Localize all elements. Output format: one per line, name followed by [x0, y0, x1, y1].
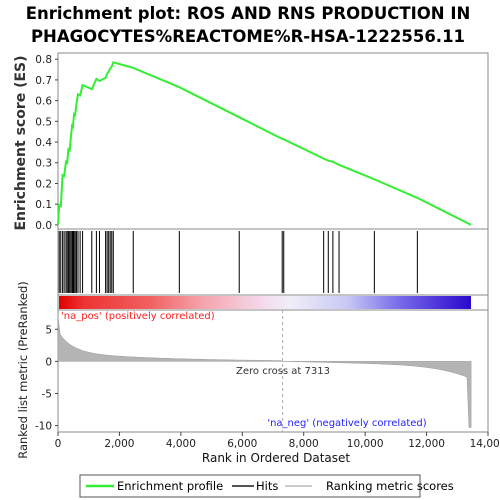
negative-correlation-label: 'na_neg' (negatively correlated) [267, 418, 426, 429]
es-panel [57, 52, 489, 230]
es-tick-label: 0.0 [35, 220, 52, 232]
x-tick-label: 2,000 [104, 438, 134, 450]
x-axis-ticks: 0 2,000 4,000 6,000 8,000 10,000 12,000 14,000 [55, 432, 500, 450]
zero-cross-label: Zero cross at 7313 [236, 366, 330, 377]
es-tick-label: 0.7 [35, 75, 52, 87]
metric-tick-label: -5 [42, 388, 52, 400]
es-tick-label: 0.2 [35, 178, 52, 190]
hits-panel [57, 228, 489, 296]
es-y-axis-label: Enrichment score (ES) [13, 55, 29, 230]
es-tick-label: 0.5 [35, 116, 52, 128]
chart-title-line1: Enrichment plot: ROS AND RNS PRODUCTION … [26, 4, 471, 23]
es-tick-label: 0.6 [35, 96, 52, 108]
x-tick-label: 8,000 [289, 438, 319, 450]
metric-tick-label: -10 [35, 421, 52, 433]
metric-tick-label: 5 [45, 324, 52, 336]
legend-enrichment-label: Enrichment profile [117, 479, 223, 493]
es-tick-label: 0.8 [35, 54, 52, 66]
x-tick-label: 0 [55, 438, 62, 450]
rank-color-bar [59, 296, 471, 309]
enrichment-profile-line [57, 61, 472, 226]
ranking-metric-area [57, 316, 472, 428]
x-tick-label: 14,000 [470, 438, 500, 450]
x-tick-label: 10,000 [347, 438, 384, 450]
chart-title-line2: PHAGOCYTES%REACTOME%R-HSA-1222556.11 [31, 27, 465, 46]
metric-y-ticks: 5 0 -5 -10 [35, 324, 58, 433]
es-y-ticks: 0.0 0.1 0.2 0.3 0.4 0.5 0.6 0.7 0.8 [35, 54, 58, 232]
x-tick-label: 12,000 [408, 438, 445, 450]
positive-correlation-label: 'na_pos' (positively correlated) [61, 311, 215, 322]
es-tick-label: 0.3 [35, 158, 52, 170]
legend-hits-label: Hits [256, 479, 278, 493]
hit-markers [58, 231, 418, 293]
es-tick-label: 0.4 [35, 137, 52, 149]
x-tick-label: 4,000 [166, 438, 196, 450]
es-tick-label: 0.1 [35, 199, 52, 211]
metric-tick-label: 0 [45, 356, 52, 368]
legend-metric-label: Ranking metric scores [326, 479, 454, 493]
x-axis-label: Rank in Ordered Dataset [202, 451, 350, 465]
metric-y-axis-label: Ranked list metric (PreRanked) [16, 281, 30, 459]
metric-panel [57, 309, 489, 433]
x-tick-label: 6,000 [227, 438, 257, 450]
